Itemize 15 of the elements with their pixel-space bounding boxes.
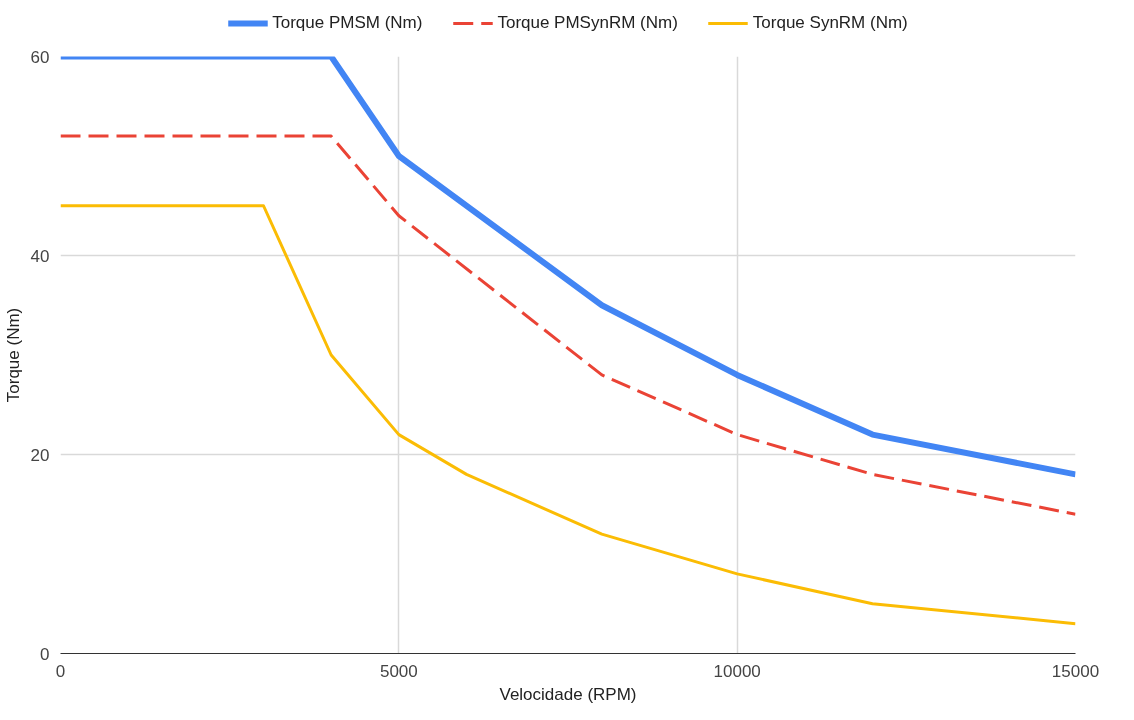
x-tick-label: 5000 <box>379 661 418 681</box>
legend-label: Torque SynRM (Nm) <box>752 13 908 33</box>
x-tick-label: 10000 <box>713 661 761 681</box>
y-tick-label: 40 <box>30 246 50 266</box>
y-tick-label: 20 <box>30 445 50 465</box>
x-axis-title: Velocidade (RPM) <box>499 684 637 704</box>
line-series <box>60 204 1076 626</box>
legend-label: Torque PMSM (Nm) <box>272 13 423 33</box>
y-tick-label: 60 <box>30 47 50 67</box>
x-tick-label: 0 <box>55 661 66 681</box>
legend-label: Torque PMSynRM (Nm) <box>497 13 678 33</box>
line-series <box>60 134 1076 516</box>
y-axis-title: Torque (Nm) <box>3 307 23 403</box>
x-tick-label: 15000 <box>1051 661 1100 681</box>
y-tick-label: 0 <box>40 644 50 664</box>
